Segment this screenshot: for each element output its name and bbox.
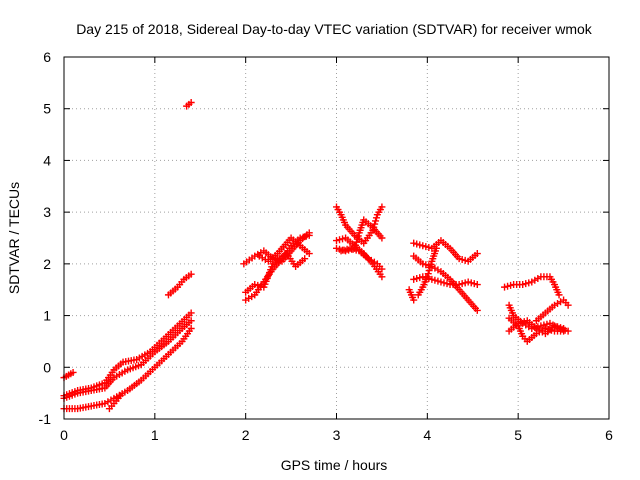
- data-point: [187, 309, 195, 317]
- series-track-e: [105, 392, 124, 413]
- y-tick-label: 4: [43, 152, 51, 168]
- y-tick-label: 0: [43, 359, 51, 375]
- data-point: [187, 99, 195, 107]
- data-point: [305, 250, 313, 258]
- y-tick-label: 6: [43, 49, 51, 65]
- data-point: [564, 301, 572, 309]
- data-point: [426, 263, 434, 271]
- data-point: [427, 260, 435, 268]
- axis-ticks: 0 1 2 3 4 5 6 -1 0 1 2 3 4 5 6: [39, 49, 614, 443]
- x-axis-label: GPS time / hours: [281, 457, 388, 473]
- data-point: [473, 306, 481, 314]
- series-track-s: [414, 244, 440, 299]
- data-point: [69, 368, 77, 376]
- data-point: [372, 217, 380, 225]
- x-tick-label: 0: [60, 427, 68, 443]
- data-point: [187, 270, 195, 278]
- series-track-k: [255, 234, 313, 265]
- x-tick-label: 6: [605, 427, 613, 443]
- series-track-p: [410, 237, 481, 265]
- plot-frame: [63, 56, 610, 420]
- x-tick-label: 2: [242, 427, 250, 443]
- series-track-c: [60, 317, 195, 402]
- x-tick-label: 4: [423, 427, 431, 443]
- series-track-y: [505, 317, 568, 338]
- series-track-t: [405, 286, 418, 304]
- series-track-n: [333, 234, 386, 281]
- data-point: [425, 267, 433, 275]
- data-marks: [60, 99, 572, 413]
- x-tick-label: 1: [151, 427, 159, 443]
- data-point: [305, 231, 313, 239]
- data-point: [372, 214, 380, 222]
- data-point: [432, 244, 440, 252]
- series-track-g: [183, 99, 195, 110]
- series-track-x: [532, 296, 572, 325]
- data-point: [423, 273, 431, 281]
- data-point: [560, 325, 568, 332]
- data-point: [555, 291, 563, 299]
- series-track-j: [242, 250, 309, 296]
- y-tick-label: 2: [43, 256, 51, 272]
- data-point: [116, 392, 124, 400]
- series-track-b: [60, 309, 195, 400]
- data-point: [378, 203, 386, 211]
- data-point: [187, 317, 195, 325]
- y-tick-label: 3: [43, 204, 51, 220]
- series-track-d: [60, 325, 195, 413]
- y-axis-label: SDTVAR / TECUs: [6, 182, 22, 294]
- series-track-l: [333, 203, 386, 247]
- y-tick-label: -1: [39, 411, 52, 427]
- data-point: [410, 296, 418, 304]
- x-tick-label: 3: [333, 427, 341, 443]
- x-tick-label: 5: [514, 427, 522, 443]
- data-point: [378, 273, 386, 281]
- data-point: [473, 281, 481, 289]
- data-point: [378, 265, 386, 273]
- series-track-o: [337, 244, 386, 273]
- data-point: [353, 235, 361, 243]
- y-tick-label: 1: [43, 308, 51, 324]
- data-point: [187, 325, 195, 332]
- series-track-u: [501, 273, 563, 299]
- series-track-f: [164, 270, 195, 299]
- series-track-a: [60, 368, 77, 382]
- series-track-i: [242, 231, 313, 304]
- data-point: [424, 270, 432, 278]
- data-point: [378, 234, 386, 242]
- data-point: [354, 232, 362, 240]
- y-tick-label: 5: [43, 101, 51, 117]
- data-point: [301, 255, 309, 263]
- data-point: [473, 250, 481, 258]
- chart-title: Day 215 of 2018, Sidereal Day-to-day VTE…: [76, 21, 593, 37]
